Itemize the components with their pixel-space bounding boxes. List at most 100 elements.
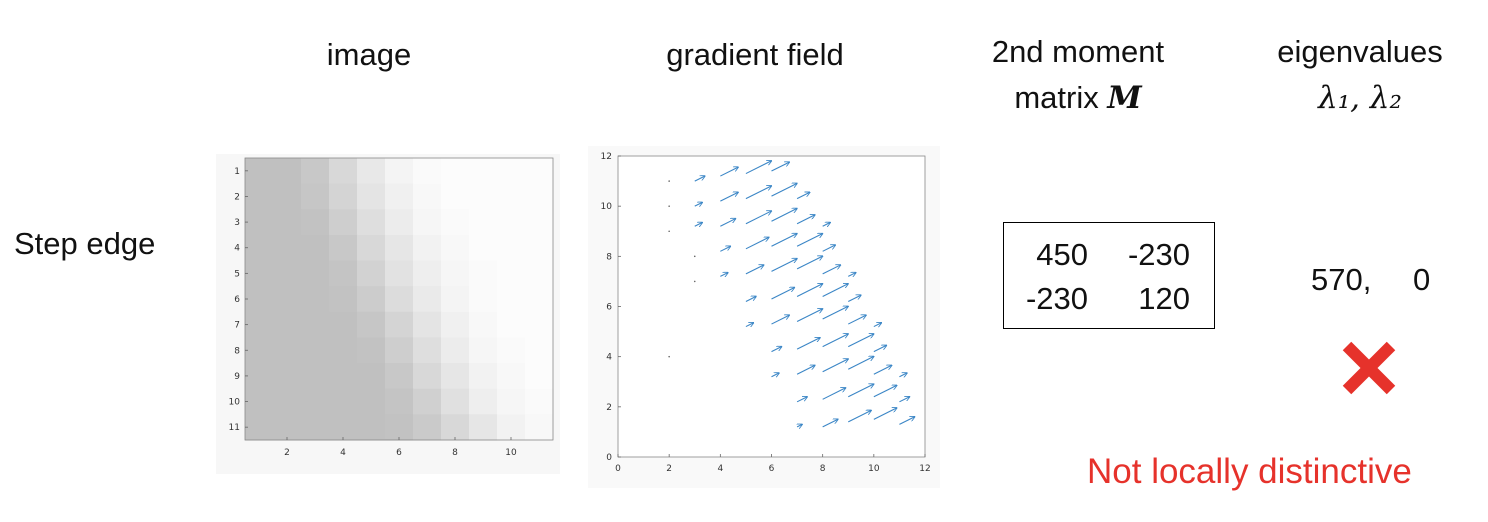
image-pixel bbox=[357, 414, 386, 441]
gradient-arrow bbox=[899, 373, 907, 377]
image-pixel bbox=[357, 158, 386, 185]
image-pixel bbox=[245, 234, 274, 262]
image-pixel bbox=[497, 183, 526, 210]
gradient-arrow bbox=[771, 347, 782, 353]
image-pixel bbox=[245, 363, 274, 390]
image-pixel bbox=[273, 260, 302, 287]
gradient-arrow bbox=[848, 273, 856, 277]
gradient-arrow bbox=[796, 365, 815, 375]
gradient-arrow bbox=[745, 265, 764, 275]
gradient-arrow bbox=[694, 202, 703, 206]
image-pixel bbox=[413, 337, 442, 364]
gradient-arrow bbox=[771, 315, 790, 325]
image-ytick-label: 1 bbox=[234, 167, 240, 177]
image-pixel bbox=[301, 363, 330, 390]
gradient-arrow bbox=[745, 211, 772, 225]
image-ytick-label: 2 bbox=[234, 192, 240, 202]
image-ytick-label: 10 bbox=[229, 398, 241, 408]
image-ytick-label: 3 bbox=[234, 218, 240, 228]
matrix-r1c2: -230 bbox=[1127, 237, 1190, 272]
gradient-arrow bbox=[848, 334, 874, 348]
image-pixel bbox=[245, 337, 274, 364]
image-xtick-label: 2 bbox=[284, 448, 290, 458]
image-pixel bbox=[357, 260, 386, 287]
image-pixel bbox=[357, 388, 386, 415]
image-pixel bbox=[413, 363, 442, 390]
image-ytick-label: 9 bbox=[234, 372, 240, 382]
image-pixel bbox=[413, 234, 442, 262]
image-pixel bbox=[525, 363, 554, 390]
gradient-arrow bbox=[796, 256, 823, 270]
image-pixel bbox=[469, 286, 498, 313]
image-pixel bbox=[441, 286, 470, 313]
header-moment-line2: matrix M bbox=[968, 79, 1188, 117]
image-pixel bbox=[413, 260, 442, 287]
gradient-arrow bbox=[745, 161, 772, 175]
gradient-arrow bbox=[873, 345, 887, 353]
image-pixel bbox=[497, 286, 526, 313]
image-pixel bbox=[525, 414, 554, 441]
image-pixel bbox=[497, 311, 526, 338]
image-pixel bbox=[357, 311, 386, 338]
gradient-arrow bbox=[796, 284, 823, 297]
image-pixel bbox=[245, 183, 274, 210]
image-ytick-label: 5 bbox=[234, 269, 240, 279]
image-pixel bbox=[385, 234, 414, 262]
gradient-arrow bbox=[848, 410, 871, 423]
image-pixel bbox=[525, 158, 554, 185]
image-pixel bbox=[413, 286, 442, 313]
image-pixel bbox=[525, 234, 554, 262]
moment-symbol: M bbox=[1107, 80, 1142, 116]
image-pixel bbox=[357, 183, 386, 210]
image-pixel bbox=[385, 311, 414, 338]
image-pixel bbox=[273, 286, 302, 313]
gradient-arrow bbox=[771, 162, 790, 172]
quiver-ytick-label: 10 bbox=[601, 202, 613, 212]
matrix-r2c1: -230 bbox=[1025, 281, 1088, 316]
gradient-arrow bbox=[822, 222, 831, 226]
image-pixel bbox=[497, 414, 526, 441]
quiver-xtick-label: 12 bbox=[919, 464, 930, 474]
gradient-arrow bbox=[873, 408, 897, 420]
image-pixel bbox=[301, 388, 330, 415]
image-pixel bbox=[441, 363, 470, 390]
image-pixel bbox=[469, 183, 498, 210]
image-pixel bbox=[357, 209, 386, 236]
image-pixel bbox=[413, 311, 442, 338]
image-pixel bbox=[273, 337, 302, 364]
gradient-arrow bbox=[694, 222, 703, 226]
image-pixel bbox=[469, 337, 498, 364]
image-ytick-label: 11 bbox=[229, 423, 240, 433]
image-pixel bbox=[357, 337, 386, 364]
gradient-arrow bbox=[822, 419, 838, 428]
image-pixel bbox=[385, 260, 414, 287]
quiver-xtick-label: 8 bbox=[820, 464, 826, 474]
image-pixel bbox=[441, 311, 470, 338]
image-pixel bbox=[357, 363, 386, 390]
gradient-field-plot: 0 2 4 6 8 10 12 0 2 4 6 8 10 12 bbox=[588, 146, 940, 488]
gradient-arrow bbox=[720, 219, 735, 227]
image-pixel bbox=[329, 388, 358, 415]
gradient-arrow bbox=[720, 273, 728, 277]
image-pixel bbox=[497, 234, 526, 262]
image-pixel bbox=[245, 414, 274, 441]
gradient-arrow bbox=[899, 397, 909, 403]
image-pixel bbox=[329, 337, 358, 364]
eig-symbols: λ₁, λ₂ bbox=[1318, 80, 1402, 116]
verdict-text: Not locally distinctive bbox=[1087, 452, 1412, 491]
gradient-arrow bbox=[745, 296, 756, 302]
image-xtick-label: 6 bbox=[396, 448, 402, 458]
header-moment-matrix: 2nd moment matrix M bbox=[968, 33, 1188, 117]
image-pixel bbox=[301, 286, 330, 313]
quiver-ytick-label: 4 bbox=[606, 353, 612, 363]
image-pixel bbox=[245, 388, 274, 415]
image-ytick-label: 6 bbox=[234, 295, 240, 305]
image-pixel bbox=[273, 363, 302, 390]
gradient-arrow bbox=[796, 309, 823, 323]
quiver-ytick-label: 6 bbox=[606, 303, 612, 313]
image-pixel bbox=[385, 183, 414, 210]
image-pixel bbox=[329, 209, 358, 236]
image-pixel bbox=[469, 311, 498, 338]
image-pixel bbox=[357, 234, 386, 262]
gradient-arrow bbox=[694, 176, 705, 182]
